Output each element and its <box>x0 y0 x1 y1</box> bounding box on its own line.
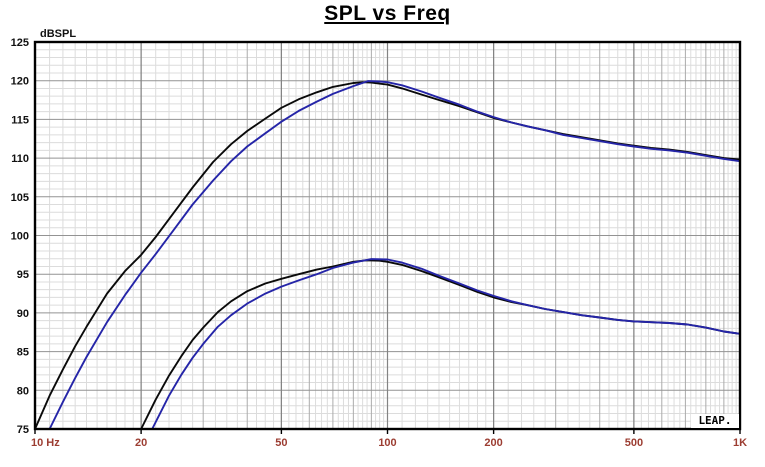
x-tick-label: 50 <box>275 437 287 449</box>
leap-logo: LEAP. <box>691 414 739 428</box>
y-tick-label: 125 <box>11 37 29 49</box>
grid-major-vertical <box>140 42 635 429</box>
lower-curve-blue <box>35 258 741 430</box>
y-tick-label: 100 <box>11 231 29 243</box>
leap-logo-text: LEAP. <box>698 414 732 427</box>
chart-title: SPL vs Freq <box>35 2 740 26</box>
y-axis-labels: 75 80 85 90 95 100 105 110 115 120 125 dBSPL <box>11 28 77 436</box>
y-tick-label: 75 <box>17 424 29 436</box>
x-tick-label: 200 <box>484 437 502 449</box>
x-tick-label: 500 <box>625 437 643 449</box>
plot-frame <box>33 40 742 431</box>
upper-curve-blue <box>35 80 741 430</box>
y-tick-label: 105 <box>11 192 29 204</box>
chart-title-text: SPL vs Freq <box>324 2 451 25</box>
y-tick-label: 85 <box>17 347 29 359</box>
y-axis-unit-label: dBSPL <box>40 28 76 40</box>
x-axis-labels: 10 Hz 20 50 100 200 500 1K <box>31 437 747 449</box>
x-tick-label: 10 Hz <box>31 437 60 449</box>
x-tick-label: 100 <box>378 437 396 449</box>
x-tick-label: 20 <box>135 437 147 449</box>
x-axis-ticks <box>34 430 741 434</box>
y-tick-label: 95 <box>17 269 29 281</box>
curves <box>34 80 741 430</box>
y-tick-label: 90 <box>17 308 29 320</box>
y-tick-label: 115 <box>11 114 29 126</box>
y-tick-label: 110 <box>11 153 29 165</box>
y-tick-label: 80 <box>17 385 29 397</box>
x-tick-label: 1K <box>733 437 747 449</box>
y-tick-label: 120 <box>11 76 29 88</box>
